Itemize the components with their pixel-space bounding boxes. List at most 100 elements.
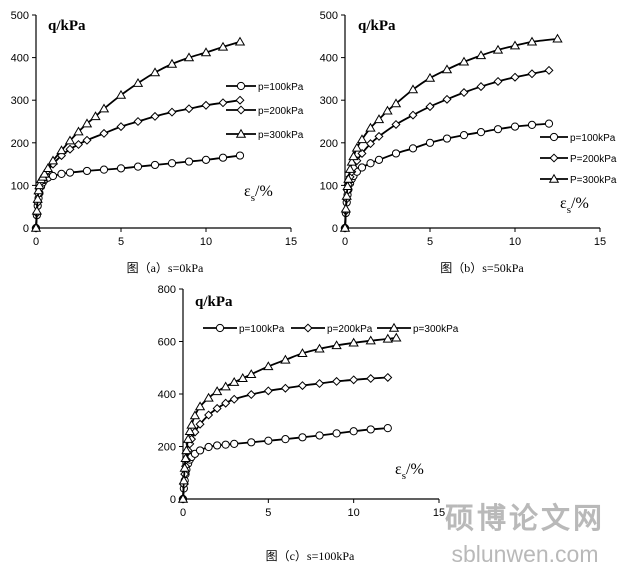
data-point-circle	[374, 155, 384, 164]
legend-marker-diamond	[236, 105, 246, 115]
x-axis-label-sub: s	[251, 192, 255, 204]
data-point-circle	[366, 425, 375, 434]
data-point-triangle	[33, 185, 44, 195]
data-point-triangle	[407, 84, 419, 94]
x-tick-label: 15	[594, 236, 606, 248]
data-point-circle	[184, 157, 194, 166]
y-tick-label: 100	[11, 180, 29, 192]
x-tick-label: 15	[433, 507, 445, 519]
y-tick-label: 500	[320, 10, 338, 22]
data-point-triangle	[365, 122, 376, 132]
legend-label: p=200kPa	[258, 106, 304, 117]
x-tick-label: 10	[509, 236, 521, 248]
data-point-diamond	[442, 94, 452, 104]
data-point-triangle	[220, 381, 231, 391]
series-diamond	[340, 65, 554, 233]
data-point-circle	[57, 169, 66, 178]
data-point-triangle	[342, 181, 353, 190]
data-point-diamond	[349, 375, 359, 385]
data-point-circle	[48, 171, 58, 181]
legend-label: p=300kPa	[258, 130, 304, 141]
data-point-diamond	[263, 386, 273, 396]
data-point-triangle	[458, 56, 470, 66]
data-point-triangle	[390, 98, 402, 108]
data-point-triangle	[98, 103, 110, 113]
data-point-circle	[82, 166, 92, 176]
legend-label: P=300kPa	[570, 175, 617, 186]
data-point-diamond	[366, 374, 376, 384]
data-point-diamond	[221, 398, 231, 408]
series-line	[344, 69, 550, 229]
data-point-diamond	[65, 144, 75, 154]
legend-entry: p=200kPa	[291, 323, 373, 335]
watermark: 硕博论文网 sblunwen.com	[445, 501, 602, 567]
data-point-diamond	[476, 82, 486, 92]
y-tick-label: 0	[23, 223, 29, 235]
data-point-diamond	[73, 139, 84, 150]
data-point-triangle	[365, 335, 376, 345]
data-point-diamond	[229, 394, 239, 404]
data-point-diamond	[218, 98, 228, 108]
series-circle	[31, 151, 245, 233]
data-point-triangle	[552, 33, 563, 43]
data-point-triangle	[90, 111, 101, 121]
x-tick-label: 15	[285, 236, 297, 248]
data-point-circle	[366, 159, 375, 168]
chart-caption: 图（c）s=100kPa	[266, 549, 355, 563]
y-tick-label: 800	[158, 284, 176, 296]
y-tick-label: 0	[170, 494, 176, 506]
data-point-triangle	[339, 222, 351, 232]
data-point-diamond	[357, 148, 367, 158]
data-point-triangle	[475, 50, 487, 60]
data-point-circle	[408, 144, 418, 153]
data-point-triangle	[314, 343, 325, 353]
legend-entry: p=300kPa	[226, 128, 304, 141]
data-point-diamond	[408, 110, 418, 120]
y-tick-label: 300	[320, 95, 338, 107]
data-point-triangle	[217, 41, 229, 51]
data-point-circle	[493, 125, 503, 134]
x-axis-label-unit: /%	[571, 195, 589, 212]
data-point-diamond	[201, 100, 211, 110]
data-point-circle	[527, 120, 537, 130]
data-point-triangle	[391, 332, 402, 342]
data-point-circle	[476, 128, 486, 137]
data-point-triangle	[81, 118, 93, 128]
x-tick-label: 5	[427, 236, 433, 248]
data-point-diamond	[315, 378, 325, 389]
data-point-circle	[167, 159, 177, 168]
data-point-circle	[230, 439, 239, 448]
data-point-triangle	[34, 180, 45, 190]
legend-label: p=100kPa	[570, 133, 616, 144]
data-point-circle	[425, 138, 435, 147]
series-triangle	[177, 332, 402, 503]
data-point-circle	[247, 438, 256, 447]
series-circle	[178, 424, 392, 504]
legend-entry: p=100kPa	[540, 132, 616, 144]
x-tick-label: 10	[200, 236, 212, 248]
data-point-triangle	[229, 376, 240, 386]
data-point-circle	[332, 429, 341, 438]
chart-caption: 图（b）s=50kPa	[440, 261, 524, 275]
data-point-triangle	[186, 419, 197, 429]
data-point-triangle	[280, 354, 291, 364]
legend-marker-triangle	[235, 128, 247, 138]
data-point-triangle	[424, 72, 436, 82]
data-point-circle	[349, 427, 358, 436]
data-point-diamond	[297, 381, 307, 391]
data-point-circle	[357, 163, 367, 172]
y-tick-label: 100	[320, 180, 338, 192]
data-point-circle	[264, 436, 273, 445]
data-point-circle	[204, 442, 213, 452]
legend-entry: p=100kPa	[226, 81, 304, 93]
data-point-triangle	[492, 44, 504, 54]
y-tick-label: 200	[158, 442, 176, 454]
data-point-triangle	[348, 151, 359, 161]
x-tick-label: 5	[265, 507, 271, 519]
data-point-triangle	[246, 369, 257, 379]
data-point-diamond	[133, 116, 143, 127]
y-tick-label: 600	[158, 337, 176, 349]
data-point-triangle	[203, 392, 214, 402]
x-axis-label-sub: s	[402, 470, 406, 482]
data-point-diamond	[195, 419, 205, 429]
